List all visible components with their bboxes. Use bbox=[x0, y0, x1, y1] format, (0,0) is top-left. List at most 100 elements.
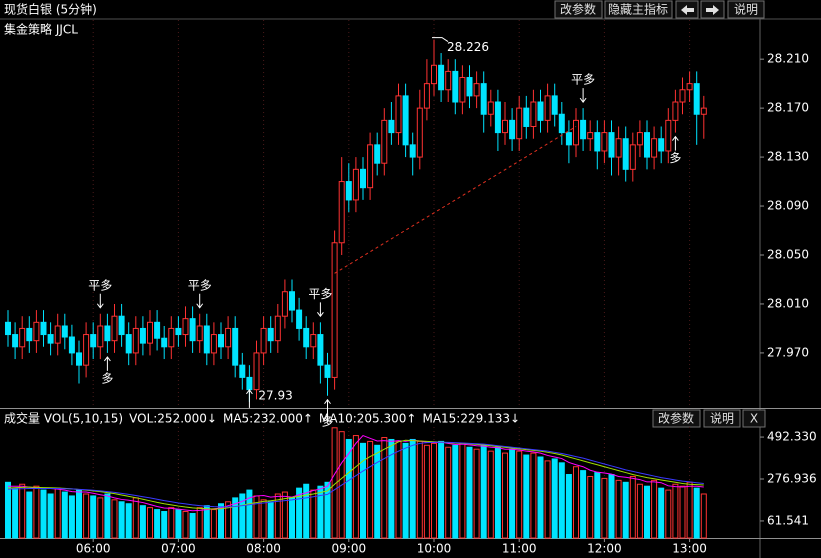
right-arrow-icon[interactable] bbox=[706, 5, 719, 15]
y-tick-label: 492.330 bbox=[767, 430, 817, 444]
button[interactable]: 隐藏主指标 bbox=[608, 2, 668, 17]
candle-body bbox=[111, 315, 118, 342]
volume-bar bbox=[601, 477, 608, 539]
candle-body bbox=[338, 181, 345, 244]
button[interactable]: X bbox=[750, 412, 758, 426]
candle-body bbox=[587, 132, 594, 140]
candle-body bbox=[502, 119, 508, 134]
signal-arrow bbox=[317, 302, 324, 318]
volume-bar bbox=[587, 475, 594, 539]
volume-value: VOL:252.000↓ bbox=[129, 412, 217, 426]
volume-bar bbox=[360, 442, 366, 539]
candle-body bbox=[12, 334, 19, 348]
candle-body bbox=[445, 70, 452, 91]
volume-bar bbox=[651, 479, 658, 539]
button-frame[interactable] bbox=[703, 409, 741, 428]
volume-bar bbox=[494, 446, 501, 539]
volume-bar bbox=[97, 497, 104, 539]
candle-body bbox=[494, 101, 501, 134]
volume-bar bbox=[551, 458, 558, 539]
candle-body bbox=[423, 83, 430, 109]
signal-label: 平多 bbox=[88, 278, 112, 292]
candle-body bbox=[594, 132, 601, 152]
candle-body bbox=[459, 77, 466, 103]
button[interactable]: 说明 bbox=[734, 2, 758, 17]
volume-bar bbox=[33, 485, 40, 539]
candle-body bbox=[601, 132, 608, 152]
candle-body bbox=[296, 309, 303, 329]
candle-body bbox=[573, 119, 579, 146]
volume-bar bbox=[19, 483, 26, 539]
signal-label: 多 bbox=[321, 414, 333, 428]
candle-body bbox=[544, 95, 551, 121]
candle-body bbox=[352, 168, 359, 201]
volume-bar bbox=[274, 493, 281, 539]
high-pointer bbox=[432, 37, 449, 42]
candle-body bbox=[161, 337, 168, 348]
volume-bar bbox=[558, 462, 565, 539]
candle-body bbox=[466, 77, 473, 97]
candle-body bbox=[388, 119, 395, 134]
button-frame[interactable] bbox=[727, 0, 765, 19]
volume-bar bbox=[530, 452, 537, 539]
signal-label: 多 bbox=[101, 371, 113, 385]
x-tick-label: 08:00 bbox=[246, 542, 281, 556]
button[interactable]: 说明 bbox=[710, 411, 734, 426]
volume-bar bbox=[395, 440, 402, 539]
volume-bar bbox=[289, 497, 295, 539]
button[interactable]: 改参数 bbox=[560, 2, 596, 17]
volume-bar bbox=[416, 440, 423, 539]
volume-bar bbox=[260, 499, 267, 539]
volume-bar bbox=[644, 485, 650, 539]
candle-body bbox=[565, 132, 572, 146]
candle-body bbox=[246, 376, 253, 391]
volume-bar bbox=[438, 440, 445, 539]
candle-body bbox=[416, 107, 423, 158]
candle-body bbox=[218, 334, 224, 348]
volume-bar bbox=[331, 427, 338, 539]
candle-body bbox=[580, 119, 587, 140]
signal-label: 平多 bbox=[188, 278, 212, 292]
candle-body bbox=[665, 119, 672, 152]
volume-bar bbox=[83, 493, 90, 539]
low-pointer bbox=[246, 389, 253, 408]
volume-bar bbox=[5, 481, 11, 539]
volume-bar bbox=[246, 489, 253, 539]
candle-body bbox=[303, 327, 310, 348]
volume-bar bbox=[594, 472, 601, 539]
candle-body bbox=[438, 64, 445, 91]
y-tick-label: 28.050 bbox=[767, 248, 809, 262]
volume-bar bbox=[679, 485, 686, 539]
button-frame[interactable] bbox=[554, 0, 603, 19]
left-arrow-icon[interactable] bbox=[681, 5, 694, 15]
button-frame[interactable] bbox=[604, 0, 673, 19]
candle-body bbox=[452, 70, 459, 103]
volume-bar bbox=[161, 511, 168, 539]
trend-line bbox=[334, 126, 577, 274]
y-tick-label: 28.090 bbox=[767, 199, 809, 213]
low-label: 27.93 bbox=[258, 388, 292, 402]
button[interactable]: 改参数 bbox=[658, 411, 694, 426]
candle-body bbox=[693, 83, 700, 115]
volume-bar bbox=[537, 456, 544, 539]
candle-body bbox=[331, 242, 338, 378]
candle-body bbox=[516, 107, 523, 140]
volume-bar bbox=[196, 507, 203, 539]
volume-bar bbox=[487, 450, 494, 539]
candle-body bbox=[168, 327, 175, 348]
button-frame[interactable] bbox=[742, 409, 766, 428]
signal-label: 平多 bbox=[571, 73, 595, 87]
candle-body bbox=[537, 101, 544, 121]
button-frame[interactable] bbox=[652, 409, 701, 428]
volume-bar bbox=[168, 507, 175, 539]
volume-bar bbox=[636, 483, 643, 539]
volume-bar bbox=[76, 489, 82, 539]
volume-bar bbox=[509, 448, 516, 539]
volume-bar bbox=[175, 509, 182, 539]
candle-body bbox=[551, 95, 558, 115]
volume-bar bbox=[317, 485, 324, 539]
volume-bar bbox=[473, 448, 480, 539]
y-tick-label: 28.130 bbox=[767, 150, 809, 164]
candle-body bbox=[509, 119, 516, 140]
